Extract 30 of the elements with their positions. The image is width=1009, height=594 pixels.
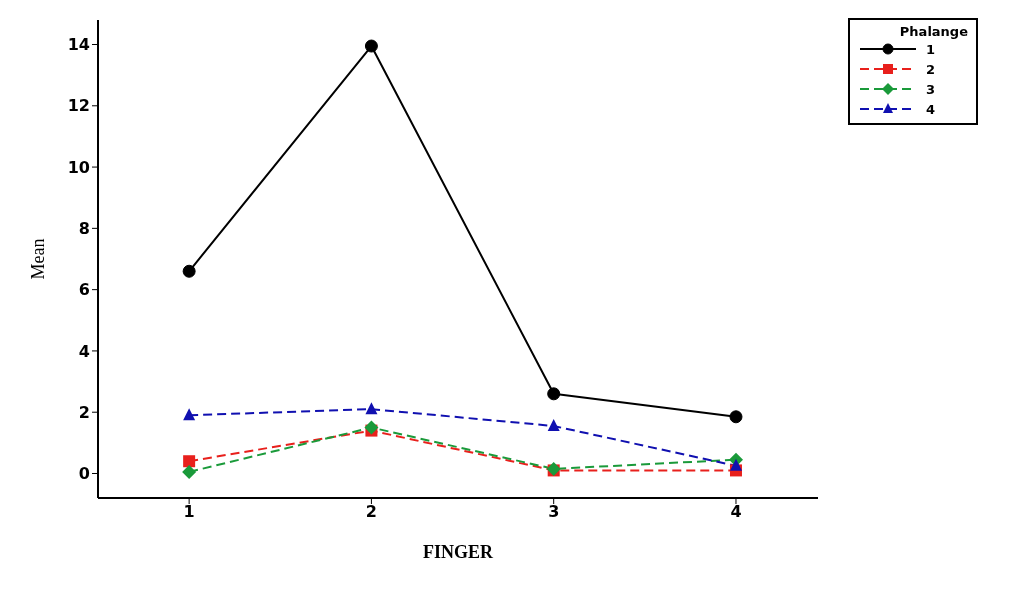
point [183, 455, 196, 468]
point [183, 408, 196, 421]
legend-label: 1 [926, 41, 936, 57]
point [729, 410, 743, 424]
y-tick-label: 14 [67, 35, 90, 55]
point [364, 420, 379, 435]
legend-label: 3 [926, 81, 936, 97]
y-tick-label: 12 [67, 96, 90, 116]
point [182, 264, 196, 278]
point [365, 402, 378, 415]
x-axis-title: FINGER [422, 542, 494, 562]
y-tick-label: 4 [78, 341, 90, 361]
y-axis-title: Mean [28, 238, 49, 280]
y-tick-label: 8 [78, 219, 90, 239]
y-tick-label: 10 [67, 157, 90, 177]
x-tick-label: 2 [365, 502, 377, 522]
point [547, 387, 561, 401]
x-tick-label: 1 [183, 502, 195, 522]
y-tick-label: 2 [78, 402, 90, 422]
point [182, 464, 197, 479]
point [729, 458, 742, 471]
y-tick-label: 6 [78, 280, 90, 300]
point [364, 39, 378, 53]
y-tick-label: 0 [78, 464, 90, 484]
x-tick-label: 3 [548, 502, 560, 522]
legend-label: 2 [926, 61, 936, 77]
legend-title: Phalange [898, 24, 968, 39]
legend-label: 4 [926, 101, 936, 117]
x-tick-label: 4 [730, 502, 742, 522]
point [547, 418, 560, 431]
